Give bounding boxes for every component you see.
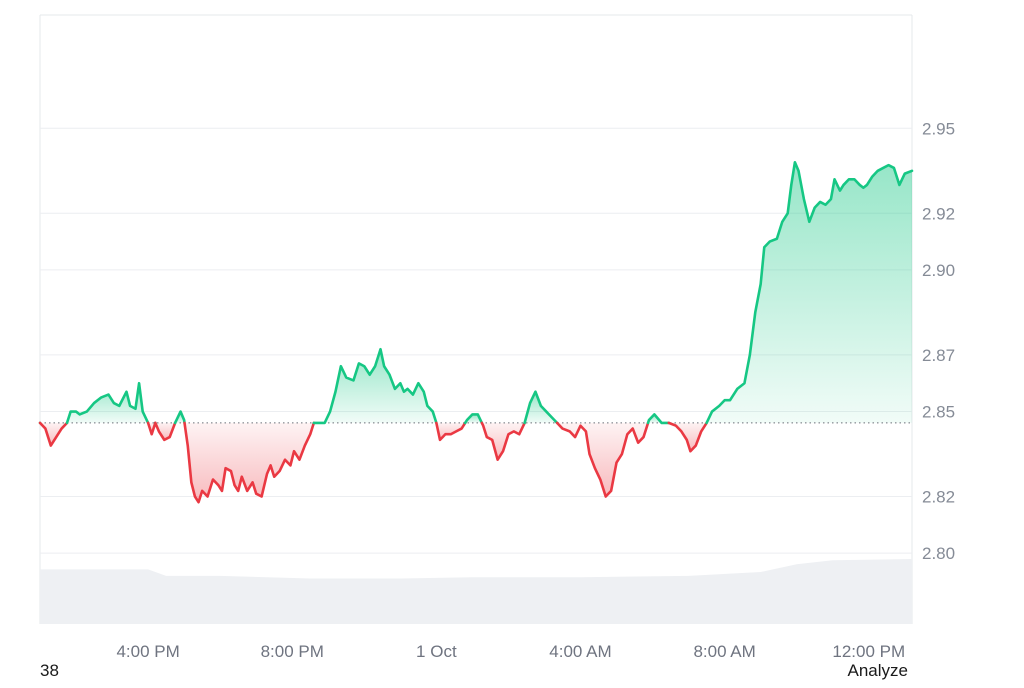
x-tick-label: 8:00 PM [261,642,324,661]
y-tick-label: 2.92 [922,204,955,223]
y-tick-label: 2.90 [922,261,955,280]
y-tick-label: 2.80 [922,544,955,563]
x-tick-label: 4:00 AM [549,642,611,661]
x-tick-label: 4:00 PM [116,642,179,661]
y-tick-label: 2.85 [922,403,955,422]
x-tick-label: 12:00 PM [832,642,905,661]
x-tick-label: 8:00 AM [693,642,755,661]
area-below-baseline [185,423,314,502]
y-tick-label: 2.95 [922,119,955,138]
y-tick-label: 2.82 [922,488,955,507]
y-tick-label: 2.87 [922,346,955,365]
volume-area [40,559,912,624]
x-tick-label: 1 Oct [416,642,457,661]
footer-left-label: 38 [40,661,59,681]
area-above-baseline [707,162,912,423]
area-below-baseline [482,423,525,460]
analyze-button[interactable]: Analyze [848,661,908,681]
